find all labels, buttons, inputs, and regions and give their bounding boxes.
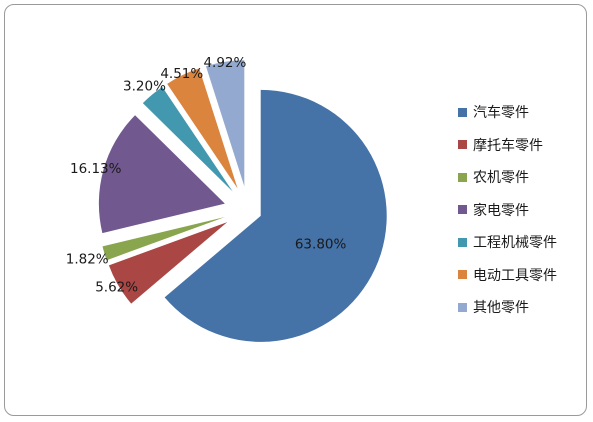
slice-label: 63.80% [295, 237, 347, 253]
legend: 汽车零件 摩托车零件 农机零件 家电零件 工程机械零件 电动工具零件 其他零件 [458, 96, 557, 324]
pie-slice [205, 60, 245, 187]
legend-swatch [458, 172, 467, 182]
slice-label: 1.82% [66, 252, 109, 268]
pie-slice [164, 89, 387, 342]
legend-item-other-parts: 其他零件 [458, 291, 557, 324]
pie-slice [167, 68, 238, 189]
legend-swatch [458, 237, 467, 247]
legend-swatch [458, 140, 467, 150]
legend-label: 其他零件 [473, 300, 529, 317]
pie-slice [142, 87, 233, 192]
legend-item-construction-machinery-parts: 工程机械零件 [458, 226, 557, 259]
pie-slice [108, 222, 228, 304]
legend-label: 电动工具零件 [473, 267, 557, 284]
pie-slice [102, 216, 226, 261]
slice-label: 4.92% [203, 55, 246, 71]
legend-item-auto-parts: 汽车零件 [458, 96, 557, 129]
legend-label: 家电零件 [473, 202, 529, 219]
legend-label: 汽车零件 [473, 105, 529, 122]
legend-item-power-tool-parts: 电动工具零件 [458, 259, 557, 292]
legend-swatch [458, 107, 467, 117]
legend-label: 农机零件 [473, 170, 529, 187]
pie-slice [98, 115, 225, 234]
legend-item-farm-machinery-parts: 农机零件 [458, 161, 557, 194]
slice-label: 5.62% [95, 279, 138, 295]
legend-swatch [458, 205, 467, 215]
slice-label: 4.51% [160, 66, 203, 82]
slice-label: 3.20% [123, 78, 166, 94]
legend-label: 工程机械零件 [473, 235, 557, 252]
legend-item-appliance-parts: 家电零件 [458, 194, 557, 227]
legend-swatch [458, 302, 467, 312]
legend-label: 摩托车零件 [473, 137, 543, 154]
legend-item-motorcycle-parts: 摩托车零件 [458, 129, 557, 162]
legend-swatch [458, 270, 467, 280]
slice-label: 16.13% [70, 161, 122, 177]
